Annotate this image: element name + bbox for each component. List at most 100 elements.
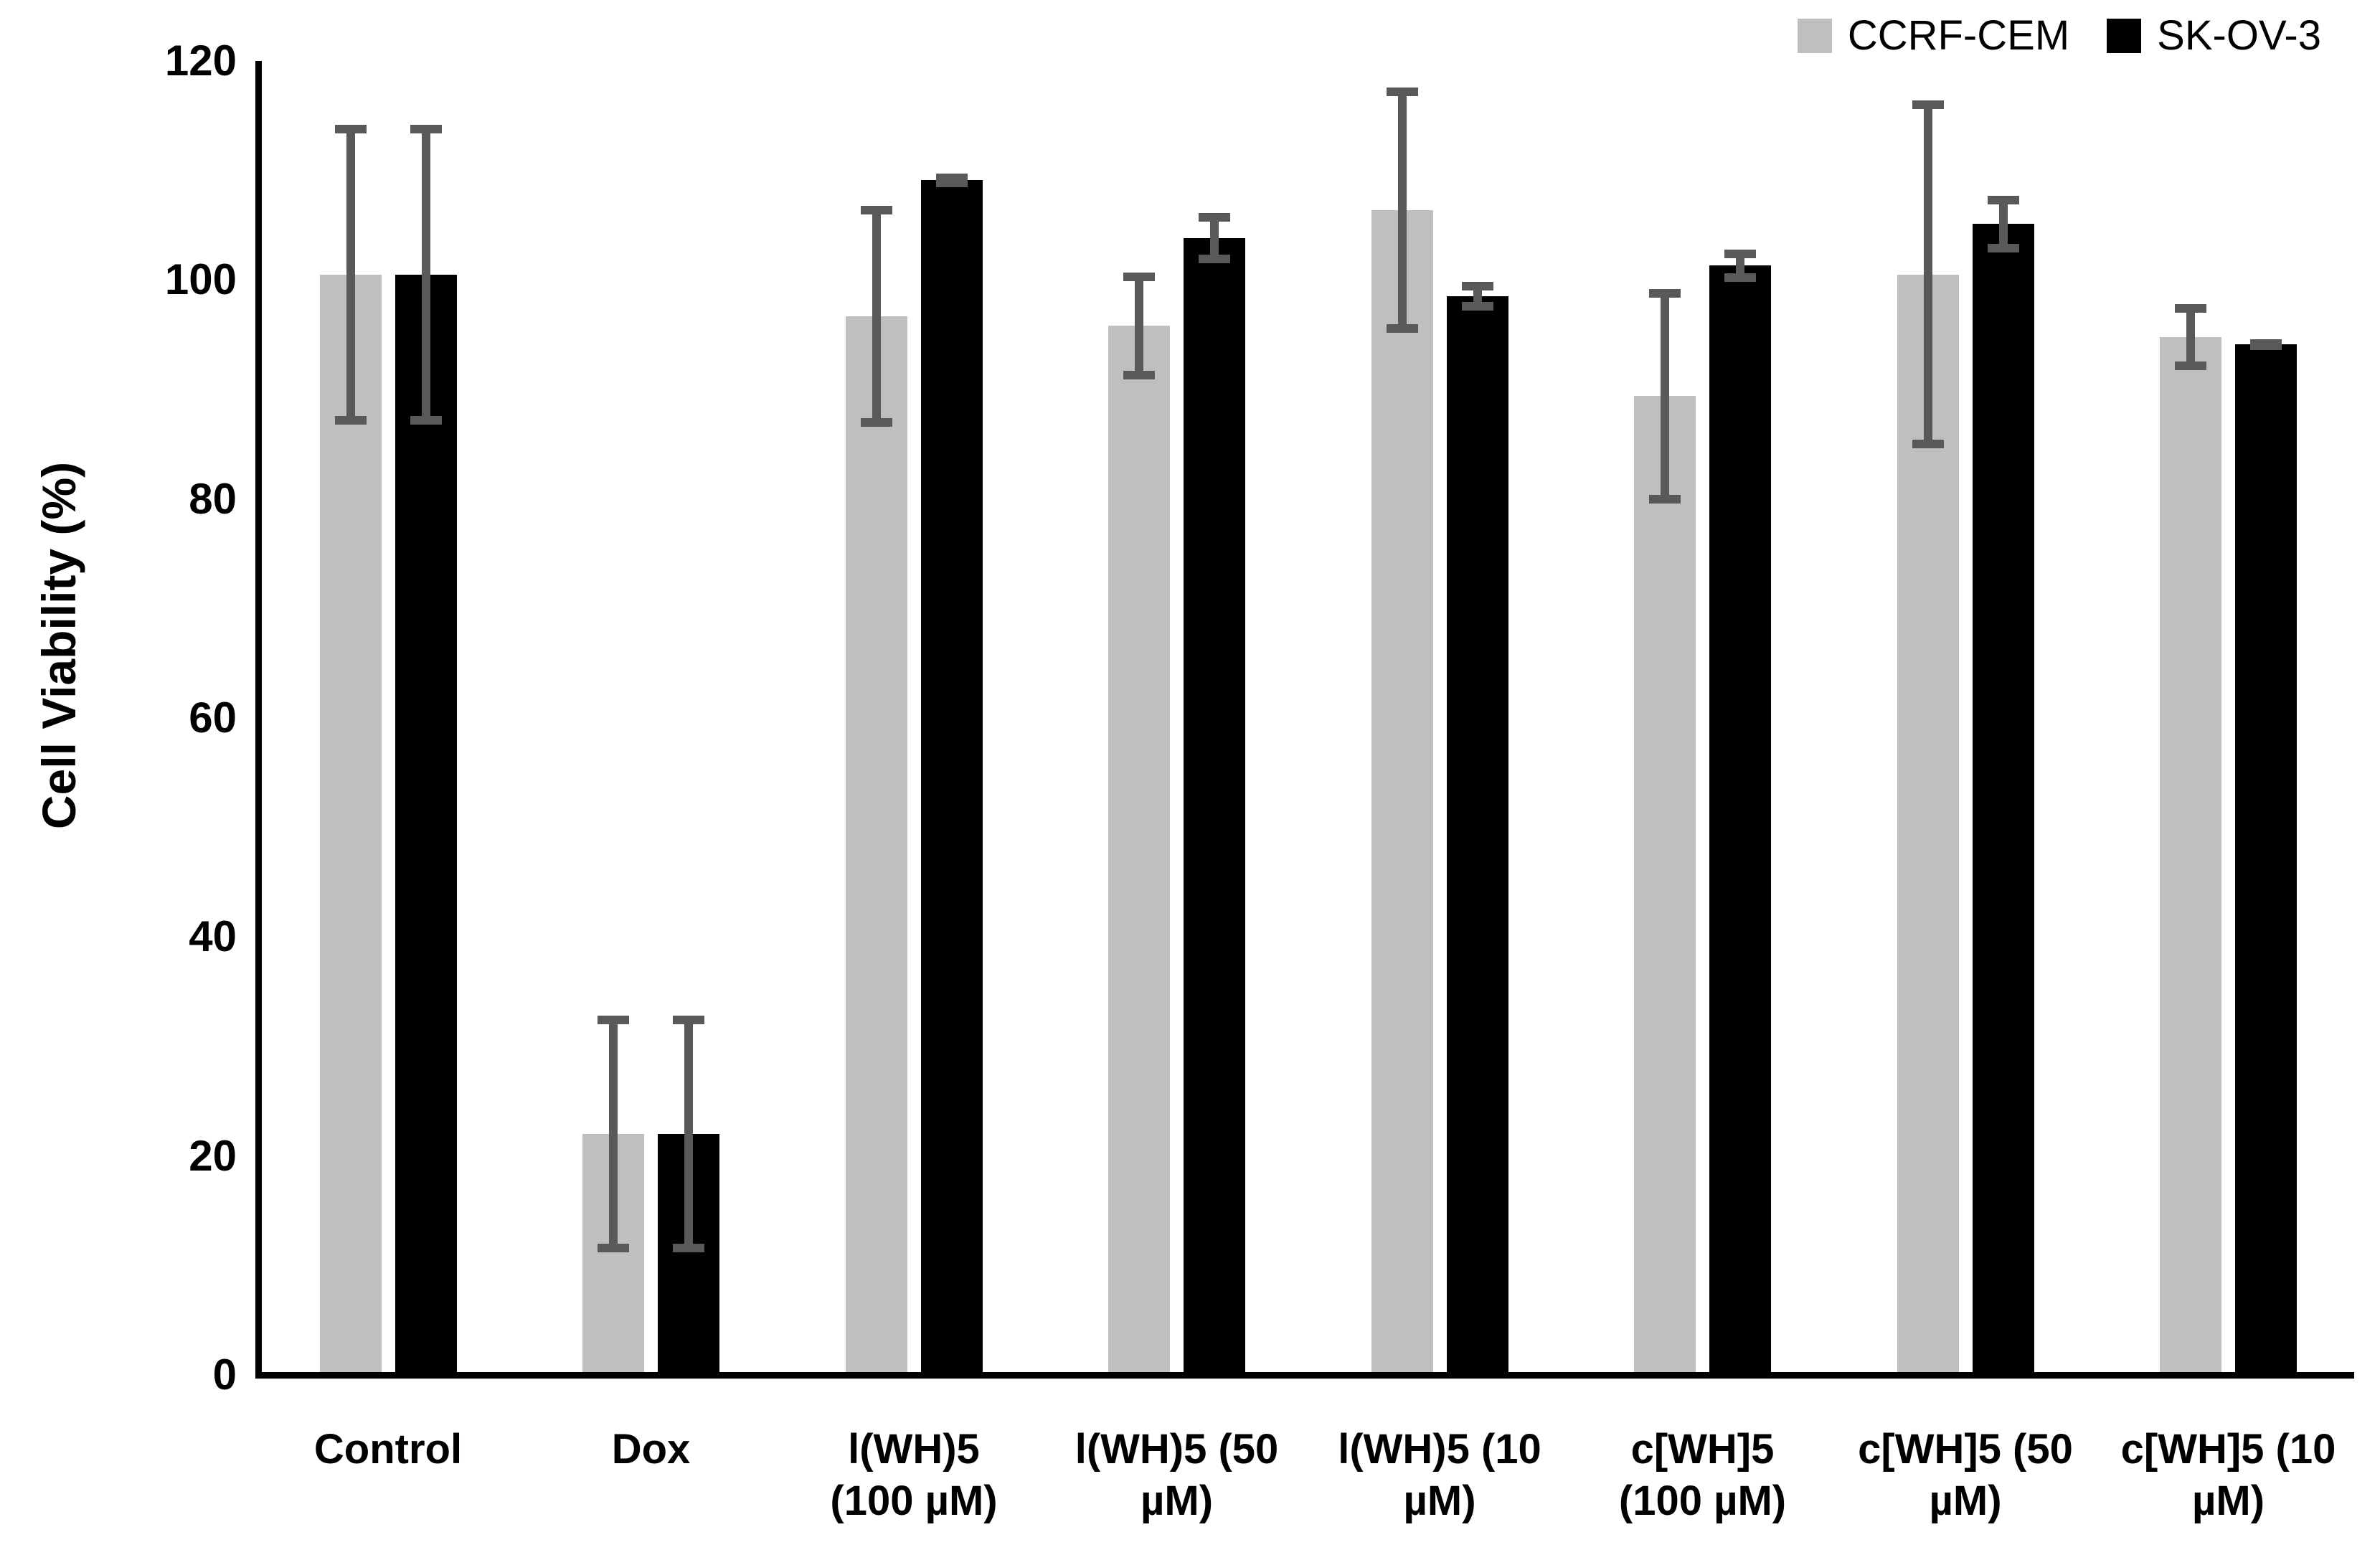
x-axis-label: Control bbox=[257, 1424, 520, 1475]
error-bar-cap-top bbox=[1987, 195, 2019, 204]
error-bar-stem bbox=[421, 124, 430, 425]
error-bar-sk-ov-3 bbox=[1199, 213, 1230, 264]
x-axis-label: c[WH]5 (100 µM) bbox=[1571, 1424, 1834, 1527]
x-axis-label-line1: l(WH)5 bbox=[848, 1426, 980, 1473]
error-bar-cap-bottom bbox=[935, 178, 968, 187]
bar-ccrf-cem bbox=[845, 316, 907, 1375]
bar-ccrf-cem bbox=[1108, 326, 1170, 1375]
y-tick-label: 80 bbox=[189, 474, 237, 523]
bar-sk-ov-3 bbox=[1446, 296, 1508, 1375]
error-bar-sk-ov-3 bbox=[1987, 195, 2019, 253]
error-bar-stem bbox=[1998, 195, 2008, 253]
error-bar-sk-ov-3 bbox=[1724, 249, 1756, 283]
bar-ccrf-cem bbox=[2160, 336, 2221, 1375]
x-axis-label: c[WH]5 (50 µM) bbox=[1834, 1424, 2097, 1527]
bar-sk-ov-3 bbox=[395, 274, 457, 1375]
x-axis-label-line2: µM) bbox=[1929, 1478, 2002, 1524]
error-bar-stem bbox=[1923, 100, 1932, 449]
error-bar-cap-top bbox=[1199, 213, 1230, 222]
error-bar-sk-ov-3 bbox=[2250, 339, 2282, 351]
chart-legend: CCRF-CEM SK-OV-3 bbox=[1797, 11, 2321, 60]
legend-swatch-icon bbox=[2107, 18, 2142, 53]
y-tick-label: 20 bbox=[189, 1131, 237, 1180]
x-axis-label-line2: µM) bbox=[1403, 1478, 1476, 1524]
x-axis-label: Dox bbox=[519, 1424, 783, 1475]
error-bar-cap-top bbox=[1386, 87, 1418, 96]
bar-ccrf-cem bbox=[319, 274, 382, 1375]
error-bar-cap-bottom bbox=[2250, 341, 2282, 351]
error-bar-ccrf-cem bbox=[1386, 87, 1418, 333]
error-bar-cap-bottom bbox=[1724, 273, 1756, 283]
error-bar-ccrf-cem bbox=[1123, 272, 1155, 380]
error-bar-ccrf-cem bbox=[2175, 303, 2206, 370]
y-tick-label: 100 bbox=[164, 255, 237, 304]
error-bar-cap-top bbox=[1724, 249, 1756, 258]
error-bar-sk-ov-3 bbox=[410, 124, 442, 425]
error-bar-sk-ov-3 bbox=[1461, 282, 1493, 311]
legend-item-sk-ov-3: SK-OV-3 bbox=[2107, 11, 2321, 60]
y-axis-line bbox=[255, 61, 262, 1378]
legend-swatch-icon bbox=[1797, 18, 1832, 53]
error-bar-cap-top bbox=[2175, 303, 2206, 313]
error-bar-cap-bottom bbox=[1649, 494, 1681, 504]
error-bar-cap-bottom bbox=[1987, 244, 2019, 253]
error-bar-stem bbox=[1661, 288, 1669, 504]
error-bar-cap-top bbox=[598, 1016, 629, 1025]
x-axis-label-line1: c[WH]5 bbox=[1630, 1426, 1775, 1473]
error-bar-ccrf-cem bbox=[1912, 100, 1944, 449]
error-bar-stem bbox=[1135, 272, 1143, 380]
error-bar-stem bbox=[1397, 87, 1407, 333]
y-tick-label: 120 bbox=[164, 37, 237, 85]
y-tick-label: 60 bbox=[189, 694, 237, 742]
x-axis-label: l(WH)5 (10 µM) bbox=[1308, 1424, 1572, 1527]
error-bar-stem bbox=[1210, 213, 1219, 264]
error-bar-cap-bottom bbox=[410, 415, 442, 425]
error-bar-stem bbox=[346, 124, 355, 425]
error-bar-cap-bottom bbox=[860, 417, 892, 427]
error-bar-cap-top bbox=[1649, 288, 1681, 298]
error-bar-cap-bottom bbox=[1386, 323, 1418, 333]
error-bar-cap-top bbox=[1123, 272, 1155, 281]
error-bar-ccrf-cem bbox=[598, 1016, 629, 1252]
legend-item-ccrf-cem: CCRF-CEM bbox=[1797, 11, 2070, 60]
error-bar-cap-top bbox=[334, 124, 367, 133]
bar-sk-ov-3 bbox=[1972, 224, 2034, 1375]
x-axis-label-line1: c[WH]5 (50 bbox=[1858, 1426, 2073, 1473]
x-axis-label-line1: l(WH)5 (10 bbox=[1338, 1426, 1541, 1473]
error-bar-cap-bottom bbox=[673, 1244, 704, 1252]
bar-ccrf-cem bbox=[1634, 396, 1696, 1375]
error-bar-cap-bottom bbox=[1461, 302, 1493, 311]
error-bar-stem bbox=[609, 1016, 618, 1252]
legend-label: CCRF-CEM bbox=[1847, 12, 2070, 59]
x-axis-label-line1: Dox bbox=[611, 1426, 691, 1473]
x-axis-label-line2: µM) bbox=[1140, 1478, 1214, 1524]
error-bar-cap-bottom bbox=[1912, 440, 1944, 449]
x-axis-label-line2: µM) bbox=[2191, 1478, 2265, 1524]
error-bar-ccrf-cem bbox=[1649, 288, 1681, 504]
error-bar-cap-bottom bbox=[2175, 361, 2206, 370]
bar-ccrf-cem bbox=[1897, 274, 1959, 1375]
bar-sk-ov-3 bbox=[2235, 344, 2297, 1375]
error-bar-cap-bottom bbox=[598, 1244, 629, 1252]
error-bar-cap-top bbox=[860, 205, 892, 214]
error-bar-stem bbox=[2186, 303, 2195, 370]
x-axis-label-line1: Control bbox=[313, 1426, 463, 1473]
bar-sk-ov-3 bbox=[1709, 265, 1771, 1375]
legend-label: SK-OV-3 bbox=[2157, 12, 2321, 59]
y-tick-label: 0 bbox=[212, 1351, 237, 1399]
x-axis-label-line2: (100 µM) bbox=[830, 1478, 998, 1524]
error-bar-sk-ov-3 bbox=[935, 174, 968, 187]
x-axis-line bbox=[255, 1372, 2354, 1379]
x-axis-label-line1: c[WH]5 (10 bbox=[2120, 1426, 2336, 1473]
bar-sk-ov-3 bbox=[1184, 238, 1245, 1375]
error-bar-cap-top bbox=[1461, 282, 1493, 291]
error-bar-sk-ov-3 bbox=[673, 1016, 704, 1252]
error-bar-stem bbox=[684, 1016, 693, 1252]
x-axis-label-line2: (100 µM) bbox=[1618, 1478, 1787, 1524]
error-bar-cap-bottom bbox=[1199, 255, 1230, 264]
x-axis-label: l(WH)5 (100 µM) bbox=[783, 1424, 1046, 1527]
error-bar-cap-top bbox=[410, 124, 442, 133]
error-bar-stem bbox=[872, 205, 881, 427]
